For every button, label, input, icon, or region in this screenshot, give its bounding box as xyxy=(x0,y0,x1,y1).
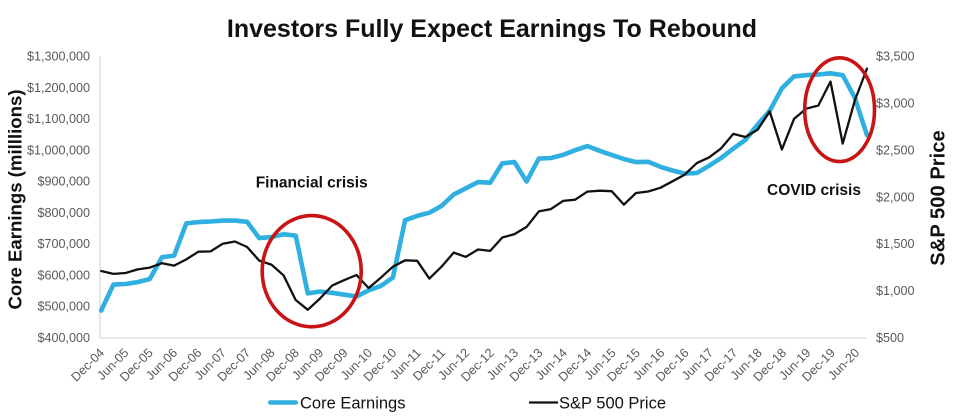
svg-text:S&P 500 Price: S&P 500 Price xyxy=(559,395,666,413)
svg-text:$1,200,000: $1,200,000 xyxy=(27,81,90,95)
svg-text:$500: $500 xyxy=(876,331,904,345)
svg-text:$800,000: $800,000 xyxy=(37,206,90,220)
svg-text:$900,000: $900,000 xyxy=(37,175,90,189)
svg-text:$3,000: $3,000 xyxy=(876,97,915,111)
svg-text:S&P 500 Price: S&P 500 Price xyxy=(928,130,950,265)
svg-text:$1,000,000: $1,000,000 xyxy=(27,143,90,157)
svg-text:$500,000: $500,000 xyxy=(37,300,90,314)
svg-text:Investors Fully Expect Earning: Investors Fully Expect Earnings To Rebou… xyxy=(227,15,757,43)
svg-text:$2,500: $2,500 xyxy=(876,143,915,157)
svg-text:Core Earnings (milllions): Core Earnings (milllions) xyxy=(5,89,26,309)
svg-text:COVID crisis: COVID crisis xyxy=(767,182,861,199)
svg-text:$1,000: $1,000 xyxy=(876,284,915,298)
svg-text:$1,500: $1,500 xyxy=(876,237,915,251)
svg-text:$400,000: $400,000 xyxy=(37,331,90,345)
svg-text:$2,000: $2,000 xyxy=(876,190,915,204)
svg-text:Core Earnings: Core Earnings xyxy=(300,395,405,413)
svg-text:$3,500: $3,500 xyxy=(876,50,915,64)
svg-text:$700,000: $700,000 xyxy=(37,237,90,251)
svg-text:$1,100,000: $1,100,000 xyxy=(27,112,90,126)
svg-text:Financial crisis: Financial crisis xyxy=(256,175,368,192)
svg-text:$600,000: $600,000 xyxy=(37,269,90,283)
svg-text:$1,300,000: $1,300,000 xyxy=(27,50,90,64)
